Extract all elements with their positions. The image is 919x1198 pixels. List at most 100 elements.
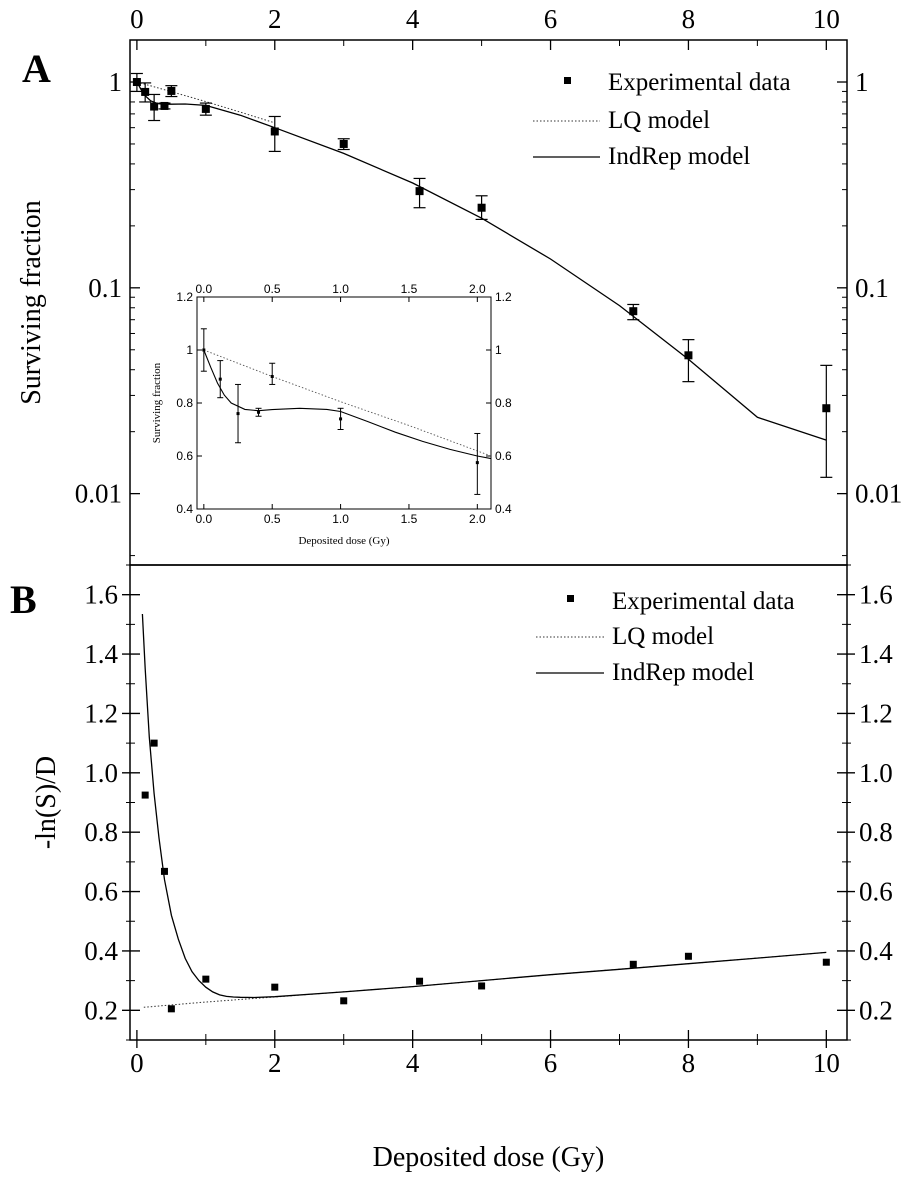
shared-labels: Deposited dose (Gy) (373, 1142, 605, 1173)
inset-x-tick-label-top: 0.0 (195, 282, 212, 296)
panel-a-data-point (150, 102, 159, 111)
panel-b-y-tick-label: 0.6 (84, 877, 118, 907)
panel-a-top-tick-label: 2 (268, 4, 282, 34)
panel-a-y-tick-label: 0.01 (75, 479, 122, 509)
panel-a-data-point (270, 127, 279, 136)
panel-b-y-tick-label: 1.0 (84, 758, 118, 788)
panel-b-data-point (202, 975, 210, 983)
panel-a-data-point (201, 104, 210, 113)
inset-y-tick-label: 1.2 (176, 290, 193, 304)
panel-b-y-tick-label-right: 0.6 (859, 877, 893, 907)
panel-b-data-point (684, 952, 692, 960)
inset-data-point (236, 412, 240, 416)
panel-b-y-tick-label: 0.4 (84, 936, 118, 966)
panel-b-data-point (478, 982, 486, 990)
panel-a-letter: A (22, 46, 51, 91)
panel-b-indrep-line (141, 613, 827, 999)
inset-data-point (218, 377, 222, 381)
inset-x-axis-title: Deposited dose (Gy) (298, 535, 389, 547)
panel-a-top-tick-label: 4 (406, 4, 420, 34)
inset-y-tick-label-right: 1 (495, 343, 502, 357)
inset-y-tick-label-right: 1.2 (495, 290, 512, 304)
panel-b-legend-marker-experimental (567, 595, 574, 602)
inset-y-tick-label-right: 0.4 (495, 502, 512, 516)
panel-a-lq-line (136, 81, 275, 124)
panel-b-y-tick-label-right: 0.4 (859, 936, 893, 966)
panel-a-y-tick-label-right: 0.1 (855, 273, 889, 303)
inset-y-tick-label-right: 0.6 (495, 449, 512, 463)
inset-x-tick-label-top: 1.5 (401, 282, 418, 296)
panel-b-x-tick-label: 4 (406, 1048, 420, 1078)
panel-a-data-point (141, 87, 150, 96)
panel-b-x-tick-label: 0 (130, 1048, 144, 1078)
panel-b-y-tick-label-right: 1.4 (859, 639, 893, 669)
panel-a-y-tick-label: 0.1 (88, 273, 122, 303)
panel-b-data-point (629, 960, 637, 968)
inset-x-tick-label: 1.0 (332, 512, 349, 526)
panel-a-y-tick-label-right: 1 (855, 67, 869, 97)
inset-data-point (339, 417, 343, 421)
panel-b-legend-indrep: IndRep model (612, 659, 754, 686)
panel-a-legend-lq: LQ model (608, 107, 710, 134)
panel-a-data-point (629, 307, 638, 316)
panel-b-legend-experimental: Experimental data (612, 588, 795, 615)
panel-a-legend-indrep: IndRep model (608, 143, 750, 170)
inset-data-point (270, 375, 274, 378)
panel-b-data-point (150, 739, 158, 747)
panel-a-y-tick-label: 1 (109, 67, 123, 97)
panel-a-top-tick-label: 0 (130, 4, 144, 34)
panel-b-y-tick-label: 1.2 (84, 698, 118, 728)
inset-frame (196, 296, 492, 510)
x-axis-title: Deposited dose (Gy) (373, 1142, 605, 1173)
inset-y-tick-label-right: 0.8 (495, 396, 512, 410)
inset-x-tick-label-top: 2.0 (469, 282, 486, 296)
inset-x-tick-label: 1.5 (401, 512, 418, 526)
panel-b-x-tick-label: 8 (682, 1048, 696, 1078)
panel-b-legend-lq: LQ model (612, 623, 714, 650)
panel-a-data-point (822, 404, 831, 413)
inset-y-tick-label: 0.8 (176, 396, 193, 410)
panel-b-data-point (340, 997, 348, 1005)
panel-b-data-point (822, 958, 830, 966)
panel-a-data-point (167, 86, 176, 95)
panel-a-inset: 0.0 0.0 0.5 0.5 1.0 1.0 1.5 1.5 2.0 2.0 0.4 0.4 0.6 0… (151, 282, 512, 547)
panel-b-data-point (416, 977, 424, 985)
panel-b-y-tick-label: 0.2 (84, 995, 118, 1025)
inset-x-tick-label: 0.0 (195, 512, 212, 526)
inset-y-tick-label: 0.6 (176, 449, 193, 463)
panel-b-y-tick-label-right: 0.8 (859, 817, 893, 847)
inset-x-tick-label: 0.5 (264, 512, 281, 526)
inset-data-point (257, 410, 261, 414)
panel-a-data-point (339, 139, 348, 148)
panel-b-y-tick-label: 1.6 (84, 580, 118, 610)
panel-b-frame (129, 564, 848, 1041)
panel-a-top-tick-label: 6 (544, 4, 558, 34)
panel-b-y-tick-label-right: 1.0 (859, 758, 893, 788)
panel-a-data-point (684, 351, 693, 360)
inset-data-point (475, 461, 479, 465)
inset-y-tick-label: 1 (186, 343, 193, 357)
panel-a-data-point (132, 78, 141, 87)
inset-x-tick-label: 2.0 (469, 512, 486, 526)
panel-a-data-point (160, 101, 169, 110)
panel-a-top-tick-label: 10 (813, 4, 840, 34)
panel-a-y-axis-title: Surviving fraction (16, 200, 47, 405)
panel-a-data-point (415, 187, 424, 196)
panel-b-x-tick-label: 10 (813, 1048, 840, 1078)
panel-a-legend-experimental: Experimental data (608, 69, 791, 96)
inset-y-tick-label: 0.4 (176, 502, 193, 516)
panel-b-x-tick-label: 6 (544, 1048, 558, 1078)
panel-b-y-tick-label-right: 1.2 (859, 698, 893, 728)
panel-b-x-tick-label: 2 (268, 1048, 282, 1078)
panel-b-data-point (167, 1005, 175, 1013)
panel-b: 0 2 4 6 8 10 0.2 0.2 0.4 0.4 0.6 0.6 0.8 0.8 1.0 1.0 1.2… (10, 564, 893, 1078)
panel-b-data-point (271, 983, 279, 991)
panel-a-y-tick-label-right: 0.01 (855, 479, 902, 509)
panel-b-y-axis-title: -ln(S)/D (31, 756, 62, 849)
panel-b-data-point (160, 867, 168, 875)
panel-b-data-point (141, 791, 149, 799)
panel-a-top-tick-label: 8 (682, 4, 696, 34)
panel-a-data-point (477, 203, 486, 212)
